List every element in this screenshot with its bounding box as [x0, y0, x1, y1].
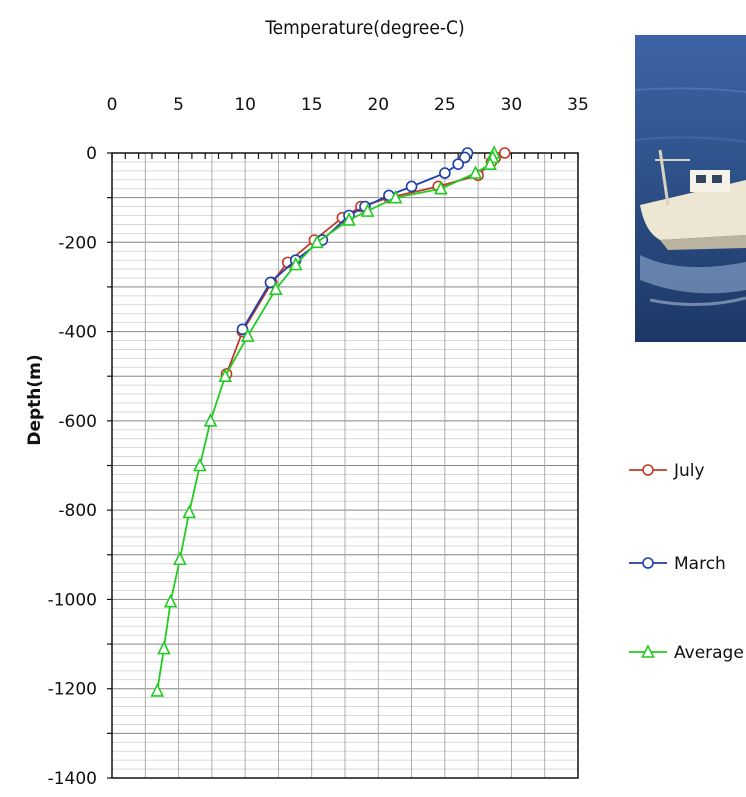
y-tick-label: -200 [58, 233, 97, 253]
data-point-average [157, 640, 171, 655]
y-tick-labels: 0 -200 -400 -600 -800 -1000 -1200 -1400 [48, 144, 97, 789]
x-tick-label: 35 [567, 95, 589, 115]
x-tick-label: 15 [301, 95, 323, 115]
legend-marker-july [642, 464, 654, 476]
series-average [150, 145, 501, 697]
y-tick-label: -1000 [48, 590, 97, 610]
data-point-average [360, 203, 375, 217]
x-axis-title: Temperature(degree-C) [264, 17, 464, 39]
data-point-average [193, 457, 207, 472]
y-tick-label: 0 [86, 144, 97, 164]
y-tick-label: -1400 [48, 769, 97, 789]
plot-area [107, 152, 579, 779]
x-tick-label: 10 [234, 95, 256, 115]
data-point-average [268, 281, 283, 295]
x-tick-label: 5 [173, 95, 184, 115]
legend-label-march: March [674, 554, 726, 574]
x-tick-label: 0 [107, 95, 118, 115]
legend-marker-average [641, 644, 655, 658]
data-point-average [388, 189, 403, 204]
data-point-march [439, 167, 451, 179]
legend-item-march: March [629, 554, 726, 574]
legend-label-average: Average [674, 643, 744, 663]
series-layer [150, 145, 511, 697]
data-point-march [452, 158, 464, 170]
data-point-average [150, 683, 165, 697]
y-tick-label: -400 [58, 323, 97, 343]
data-point-average [342, 212, 356, 226]
data-point-average [173, 551, 187, 566]
boat-photo-icon [635, 35, 746, 342]
x-tick-label: 20 [367, 95, 389, 115]
data-point-march [459, 151, 471, 164]
y-tick-label: -1200 [48, 680, 97, 700]
data-point-average [203, 413, 218, 427]
legend-item-average: Average [629, 643, 744, 663]
x-tick-label: 30 [501, 95, 523, 115]
y-tick-label: -600 [58, 412, 97, 432]
data-point-average [434, 180, 448, 195]
legend: July March Average [629, 461, 744, 663]
data-point-average [163, 593, 178, 608]
legend-marker-march [642, 557, 654, 569]
legend-item-july: July [629, 461, 705, 481]
y-axis-title: Depth(m) [25, 354, 45, 445]
y-tick-label: -800 [58, 501, 97, 521]
x-tick-label: 25 [434, 95, 456, 115]
data-point-march [405, 180, 418, 193]
series-line-average [156, 152, 495, 692]
x-tick-labels: 0 5 10 15 20 25 30 35 [107, 95, 589, 115]
data-point-average [483, 156, 497, 170]
data-point-july [498, 147, 511, 159]
data-point-average [288, 256, 303, 271]
data-point-average [218, 368, 232, 383]
data-point-average [241, 328, 255, 342]
data-point-average [468, 165, 483, 179]
data-point-average [310, 234, 324, 249]
data-point-average [182, 504, 197, 519]
legend-label-july: July [673, 461, 705, 481]
